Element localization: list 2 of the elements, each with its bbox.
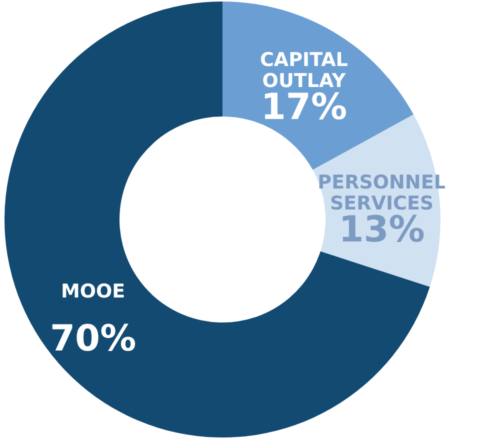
slice-label: MOOE [60,280,126,303]
data-label: 70% [50,318,136,360]
